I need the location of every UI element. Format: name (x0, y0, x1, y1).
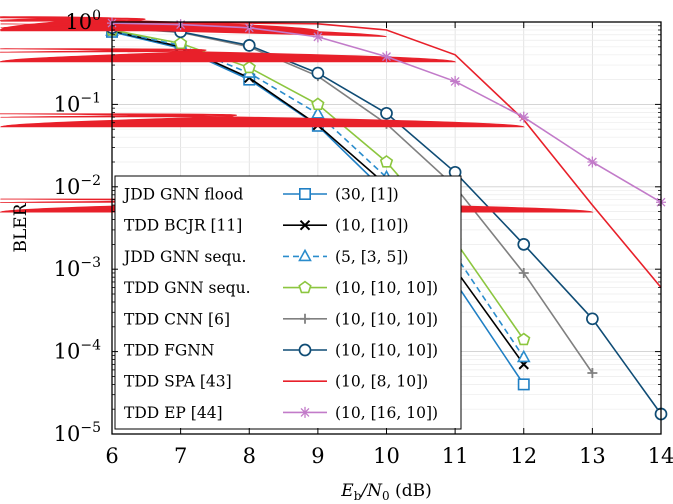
y-tick-label: 10−3 (54, 255, 101, 281)
data-point (587, 156, 598, 168)
legend-marker (299, 219, 311, 231)
data-point (312, 31, 323, 43)
y-axis-label: BLER (11, 202, 31, 252)
x-tick-label: 13 (579, 444, 606, 468)
x-tick-label: 11 (442, 444, 469, 468)
data-point (242, 39, 256, 52)
data-point (0, 113, 525, 128)
legend-name: JDD GNN sequ. (122, 248, 246, 266)
data-point (311, 66, 325, 80)
y-tick-label: 10−4 (54, 338, 101, 364)
legend-marker (298, 248, 312, 262)
legend-box (114, 175, 462, 430)
data-point (518, 111, 529, 123)
legend-entry: TDD EP [44] (10, [16, 10]) (124, 404, 438, 422)
legend-name: TDD GNN sequ. (124, 279, 251, 297)
axis-ticks (111, 21, 662, 435)
data-point (517, 378, 530, 391)
legend-name: TDD EP [44] (124, 404, 223, 422)
x-tick-label: 14 (648, 444, 673, 468)
legend-name: TDD FGNN (124, 342, 214, 360)
legend-params: (10, [10, 10]) (335, 310, 438, 328)
data-point (242, 60, 256, 74)
data-point (381, 51, 392, 63)
legend-name: JDD GNN flood (122, 186, 243, 204)
data-point (380, 106, 393, 120)
legend-params: (10, [16, 10]) (335, 404, 438, 422)
data-point (311, 97, 325, 111)
data-point (586, 312, 599, 326)
data-point (450, 75, 461, 87)
data-point (517, 238, 531, 251)
legend-marker (300, 406, 310, 418)
data-point (379, 155, 394, 168)
legend-entry: JDD GNN sequ. (5, [3, 5]) (122, 248, 408, 266)
axis-labels: 6 7 8 9 10 11 12 13 14 100 10−1 10−2 10−3 10−4 10−5 Eb/… (11, 8, 673, 503)
data-point (517, 332, 531, 346)
x-tick-label: 12 (510, 444, 537, 468)
legend: JDD GNN flood (30, [1]) TDD BCJR [11] (10, … (114, 175, 462, 430)
legend-params: (30, [1]) (335, 186, 399, 204)
legend-params: (10, [10, 10]) (335, 279, 438, 297)
y-tick-label: 10−2 (54, 173, 101, 199)
legend-marker (298, 188, 311, 201)
data-point (173, 36, 188, 50)
y-tick-label: 10−1 (54, 90, 101, 116)
data-point (311, 106, 325, 119)
legend-entry: TDD GNN sequ. (10, [10, 10]) (124, 279, 438, 297)
legend-marker (298, 280, 312, 294)
legend-entry: JDD GNN flood (30, [1]) (122, 186, 399, 204)
legend-marker (298, 343, 312, 357)
data-point (516, 349, 531, 363)
legend-params: (10, [10]) (335, 217, 409, 235)
legend-name: TDD SPA [43] (124, 373, 232, 391)
legend-entry: TDD SPA [43] (10, [8, 10]) (124, 373, 428, 391)
data-point (0, 48, 457, 63)
legend-name: TDD BCJR [11] (124, 217, 242, 235)
x-tick-label: 8 (243, 444, 256, 468)
data-point (518, 267, 529, 278)
data-point (587, 367, 598, 378)
x-axis-label: Eb/N0 (dB) (340, 481, 431, 503)
legend-entry: TDD BCJR [11] (10, [10]) (124, 217, 409, 235)
x-tick-label: 10 (373, 444, 400, 468)
legend-params: (10, [8, 10]) (335, 373, 428, 391)
legend-marker (300, 313, 310, 324)
x-tick-label: 7 (174, 444, 187, 468)
y-tick-label: 10−5 (54, 420, 101, 446)
legend-entry: TDD CNN [6] (10, [10, 10]) (124, 310, 438, 328)
legend-params: (10, [10, 10]) (335, 342, 438, 360)
x-tick-label: 9 (311, 444, 324, 468)
legend-params: (5, [3, 5]) (335, 248, 408, 266)
x-tick-label: 6 (105, 444, 118, 468)
y-tick-label: 100 (65, 8, 101, 34)
legend-name: TDD CNN [6] (124, 310, 230, 328)
legend-entry: TDD FGNN (10, [10, 10]) (124, 342, 438, 360)
